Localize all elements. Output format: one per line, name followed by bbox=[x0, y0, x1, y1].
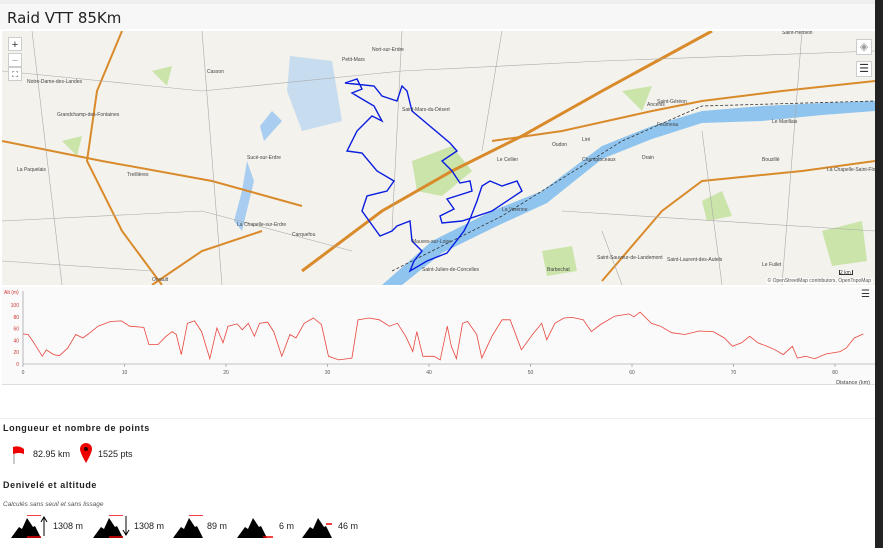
distance-flag-icon bbox=[13, 446, 24, 464]
elevation-plot: 0 10 20 30 40 50 60 70 80 0 20 40 60 80 100 Alt (m) Dist… bbox=[4, 290, 875, 385]
place-label: Saint-Herblon bbox=[782, 31, 813, 36]
min-altitude-icon bbox=[237, 518, 273, 538]
place-label: Liré bbox=[582, 137, 591, 143]
elevation-chart[interactable]: 0 10 20 30 40 50 60 70 80 0 20 40 60 80 100 Alt (m) Dist… bbox=[2, 287, 875, 385]
place-label: Oudon bbox=[552, 142, 567, 148]
place-label: Bouzillé bbox=[762, 157, 780, 163]
layers-button[interactable]: ◈ bbox=[856, 39, 872, 55]
place-label: Petit-Mars bbox=[342, 57, 365, 63]
menu-button[interactable]: ☰ bbox=[856, 61, 872, 77]
place-label: Saint-Géréon bbox=[657, 99, 687, 105]
map-attribution[interactable]: © OpenStreetMap contributors, OpenTopoMa… bbox=[765, 278, 873, 284]
y-tick-label: 20 bbox=[13, 350, 19, 356]
x-tick-label: 20 bbox=[223, 370, 229, 376]
y-tick-label: 80 bbox=[13, 315, 19, 321]
title-bar: Raid VTT 85Km bbox=[0, 0, 875, 29]
place-label: Le Fuilet bbox=[762, 262, 782, 268]
divider bbox=[0, 418, 875, 419]
place-label: Drain bbox=[642, 155, 654, 161]
place-label: Nort-sur-Erdre bbox=[372, 47, 404, 53]
y-tick-label: 0 bbox=[16, 362, 19, 368]
x-tick-label: 80 bbox=[832, 370, 838, 376]
distance-value: 82.95 km bbox=[33, 449, 71, 459]
zoom-out-button[interactable]: − bbox=[8, 53, 22, 67]
x-tick-label: 30 bbox=[325, 370, 331, 376]
place-label: La Varenne bbox=[502, 207, 528, 213]
map[interactable]: Notre-Dame-des-Landes Grandchamp-des-Font… bbox=[2, 31, 875, 285]
place-label: Orvault bbox=[152, 277, 169, 283]
place-label: Casson bbox=[207, 69, 224, 75]
place-label: La Chapelle-Saint-Florent bbox=[827, 167, 875, 173]
fullscreen-button[interactable]: ⛶ bbox=[8, 67, 22, 81]
place-label: Saint-Laurent-des-Autels bbox=[667, 257, 723, 263]
place-labels: Notre-Dame-des-Landes Grandchamp-des-Font… bbox=[17, 31, 875, 283]
chart-menu-icon[interactable]: ☰ bbox=[861, 289, 870, 300]
elevation-stat-value: 46 m bbox=[338, 521, 359, 531]
place-label: Saint-Julien-de-Concelles bbox=[422, 267, 479, 273]
y-tick-label: 100 bbox=[11, 303, 20, 309]
points-value: 1525 pts bbox=[98, 449, 133, 459]
x-tick-label: 40 bbox=[426, 370, 432, 376]
place-label: Ancenis bbox=[647, 102, 665, 108]
place-label: La Paquelais bbox=[17, 167, 46, 173]
place-label: Grandchamp-des-Fontaines bbox=[57, 112, 120, 118]
place-label: Treillières bbox=[127, 172, 149, 178]
scale-bar: 2 km bbox=[839, 270, 853, 276]
x-tick-label: 50 bbox=[528, 370, 534, 376]
place-label: Le Cellier bbox=[497, 157, 518, 163]
descent-icon bbox=[93, 515, 130, 538]
y-axis-label: Alt (m) bbox=[4, 290, 19, 296]
elevation-line bbox=[22, 311, 864, 361]
mean-altitude-icon bbox=[302, 518, 332, 538]
x-axis-label: Distance (km) bbox=[836, 380, 870, 385]
railway bbox=[391, 100, 875, 272]
place-label: Sucé-sur-Erdre bbox=[247, 155, 281, 161]
place-label: Le Marillais bbox=[772, 119, 798, 125]
fullscreen-icon: ⛶ bbox=[12, 70, 18, 79]
x-tick-label: 10 bbox=[122, 370, 128, 376]
elevation-heading: Denivelé et altitude bbox=[3, 480, 98, 490]
place-label: Fourneau bbox=[657, 122, 679, 128]
place-label: Mauves-sur-Loire bbox=[412, 239, 451, 245]
minor-roads bbox=[2, 31, 875, 285]
forest-areas bbox=[62, 66, 867, 276]
place-label: Notre-Dame-des-Landes bbox=[27, 79, 83, 85]
elevation-stat-value: 89 m bbox=[207, 521, 228, 531]
elevation-stat-value: 1308 m bbox=[134, 521, 165, 531]
place-label: Champtoceaux bbox=[582, 157, 616, 163]
x-tick-label: 60 bbox=[629, 370, 635, 376]
ascent-icon bbox=[11, 515, 48, 538]
zoom-in-button[interactable]: + bbox=[8, 37, 22, 51]
map-pin-icon bbox=[80, 443, 92, 463]
place-label: La Chapelle-sur-Erdre bbox=[237, 222, 286, 228]
x-tick-label: 70 bbox=[731, 370, 737, 376]
elevation-stat-value: 1308 m bbox=[53, 521, 84, 531]
calculation-note: Calculés sans seuil et sans lissage bbox=[3, 501, 104, 508]
page-title: Raid VTT 85Km bbox=[7, 9, 122, 27]
gpx-route[interactable] bbox=[344, 78, 523, 273]
place-label: Saint-Mars-du-Désert bbox=[402, 107, 450, 113]
y-tick-label: 60 bbox=[13, 327, 19, 333]
map-tiles[interactable]: Notre-Dame-des-Landes Grandchamp-des-Font… bbox=[2, 31, 875, 285]
x-tick-label: 0 bbox=[22, 370, 25, 376]
place-label: Carquefou bbox=[292, 232, 316, 238]
lakes bbox=[234, 56, 342, 231]
window-edge bbox=[875, 0, 883, 548]
y-tick-label: 40 bbox=[13, 338, 19, 344]
layers-icon: ◈ bbox=[859, 41, 869, 53]
place-label: Saint-Sauveur-de-Landemont bbox=[597, 255, 663, 261]
place-label: Barbechat bbox=[547, 267, 570, 273]
length-heading: Longueur et nombre de points bbox=[3, 423, 150, 433]
menu-icon: ☰ bbox=[859, 63, 869, 75]
elevation-stat-value: 6 m bbox=[279, 521, 295, 531]
max-altitude-icon bbox=[173, 515, 203, 538]
